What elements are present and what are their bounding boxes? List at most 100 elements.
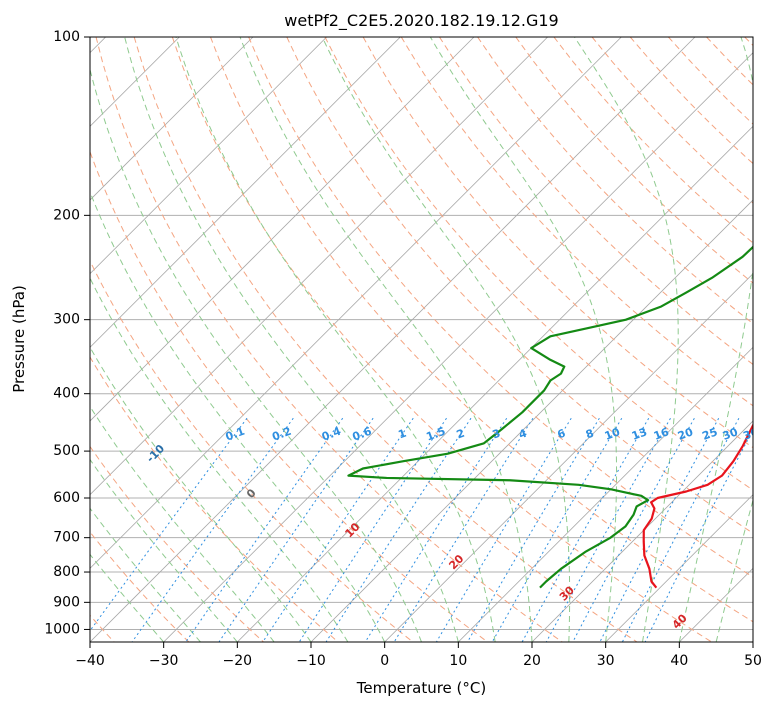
dry-adiabat bbox=[90, 445, 264, 642]
mixing-ratio-line bbox=[644, 428, 753, 642]
chart-title: wetPf2_C2E5.2020.182.19.12.G19 bbox=[284, 11, 558, 31]
moist-adiabat bbox=[90, 507, 201, 642]
isotherm-line bbox=[90, 37, 475, 422]
x-tick-label: −10 bbox=[296, 653, 326, 669]
x-axis-label: Temperature (°C) bbox=[356, 679, 486, 697]
x-axis: −40 −30 −20 −10 0 10 20 30 40 50 bbox=[75, 642, 762, 669]
y-tick-label: 500 bbox=[53, 443, 80, 459]
dry-adiabat bbox=[324, 37, 753, 491]
y-tick-label: 900 bbox=[53, 594, 80, 610]
isotherm-line bbox=[163, 52, 753, 642]
moist-adiabat bbox=[715, 498, 753, 642]
mixing-ratio-label: 0.6 bbox=[351, 425, 374, 444]
mixing-ratio-label: 3 bbox=[491, 427, 503, 442]
dry-adiabat bbox=[439, 37, 753, 366]
dry-adiabat bbox=[477, 37, 753, 325]
moist-adiabat bbox=[239, 37, 533, 642]
moist-adiabat bbox=[678, 37, 753, 642]
isotherm-line bbox=[90, 37, 548, 496]
mixing-ratio-label: 10 bbox=[603, 425, 622, 443]
isotherm-line bbox=[237, 125, 753, 642]
dry-adiabat bbox=[286, 37, 753, 534]
dry-adiabat bbox=[95, 37, 563, 642]
x-tick-label: 0 bbox=[380, 653, 389, 669]
dry-adiabat bbox=[248, 37, 753, 578]
mixing-ratio-line bbox=[185, 417, 344, 642]
mixing-ratio-label: 36 bbox=[741, 425, 760, 443]
mixing-ratio-line bbox=[435, 417, 572, 642]
moist-adiabat bbox=[429, 37, 618, 642]
mixing-ratio-label: 8 bbox=[584, 427, 596, 442]
mixing-ratio-label: 16 bbox=[652, 425, 671, 443]
x-tick-label: −40 bbox=[75, 653, 105, 669]
moist-adiabat bbox=[90, 276, 349, 642]
mixing-ratio-lines bbox=[90, 417, 753, 642]
dry-adiabat bbox=[210, 37, 753, 623]
mixing-ratio-label: 6 bbox=[556, 427, 568, 442]
y-tick-label: 600 bbox=[53, 490, 80, 506]
x-tick-label: 30 bbox=[597, 653, 615, 669]
mixing-ratio-line bbox=[218, 417, 374, 642]
mixing-ratio-label: 1 bbox=[397, 427, 409, 442]
isotherm-line bbox=[90, 37, 254, 201]
mixing-ratio-line bbox=[325, 417, 472, 642]
dry-adiabat bbox=[90, 150, 488, 642]
dry-adiabat-lines bbox=[90, 37, 753, 642]
plot-area: -100-90-80-70-60-50-40-30-20-10010203040… bbox=[90, 37, 760, 642]
moist-adiabat bbox=[321, 37, 571, 642]
moist-adiabat bbox=[90, 553, 165, 642]
mixing-ratio-label: 1.5 bbox=[424, 425, 447, 444]
temperature-profile bbox=[642, 422, 753, 589]
mixing-ratio-line bbox=[521, 417, 650, 642]
moist-adiabat-lines bbox=[90, 37, 753, 642]
dewpoint-profile bbox=[347, 245, 753, 589]
x-tick-label: 50 bbox=[744, 653, 762, 669]
isotherm-line bbox=[90, 37, 401, 348]
y-tick-label: 400 bbox=[53, 386, 80, 402]
moist-adiabat bbox=[90, 346, 312, 642]
isotherm-line bbox=[384, 273, 753, 642]
mixing-ratio-line bbox=[621, 417, 740, 642]
isotherm-grid bbox=[90, 37, 753, 642]
y-tick-label: 200 bbox=[53, 207, 80, 223]
mixing-ratio-line bbox=[90, 417, 248, 632]
mixing-ratio-label: 20 bbox=[676, 425, 695, 443]
mixing-ratio-line bbox=[545, 417, 671, 642]
moist-adiabat bbox=[90, 405, 275, 642]
x-tick-label: 20 bbox=[523, 653, 541, 669]
mixing-ratio-label: 4 bbox=[517, 427, 529, 442]
mixing-ratio-label: 0.1 bbox=[224, 425, 247, 444]
isotherm-line bbox=[458, 346, 753, 642]
moist-adiabat bbox=[574, 37, 679, 642]
moist-adiabat bbox=[90, 190, 386, 642]
y-axis: 100 200 300 400 500 600 700 800 900 1000 bbox=[44, 29, 90, 637]
y-axis-label: Pressure (hPa) bbox=[10, 285, 28, 393]
isotherm-line bbox=[531, 420, 753, 642]
moist-adiabat bbox=[124, 37, 459, 642]
x-tick-label: −20 bbox=[223, 653, 253, 669]
x-tick-label: 10 bbox=[449, 653, 467, 669]
y-tick-label: 100 bbox=[53, 29, 80, 45]
isotherm-line bbox=[90, 37, 622, 569]
mixing-ratio-line bbox=[572, 417, 695, 642]
y-tick-label: 300 bbox=[53, 312, 80, 328]
dry-adiabat bbox=[133, 37, 638, 642]
dry-adiabat bbox=[171, 37, 712, 642]
mixing-ratio-label: 30 bbox=[721, 425, 740, 443]
mixing-ratio-line bbox=[599, 417, 720, 642]
mixing-ratio-line bbox=[298, 417, 447, 642]
isotherm-line bbox=[90, 37, 327, 275]
mixing-ratio-label: 0.4 bbox=[320, 425, 343, 444]
y-tick-label: 1000 bbox=[44, 621, 80, 637]
moist-adiabat bbox=[90, 458, 238, 642]
mixing-ratio-line bbox=[364, 417, 508, 642]
mixing-ratio-label: 13 bbox=[630, 425, 649, 442]
moist-adiabat bbox=[90, 67, 422, 642]
plot-frame bbox=[89, 36, 754, 643]
sounding-series bbox=[347, 245, 753, 589]
x-tick-label: −30 bbox=[149, 653, 179, 669]
dry-adiabat bbox=[90, 259, 414, 642]
